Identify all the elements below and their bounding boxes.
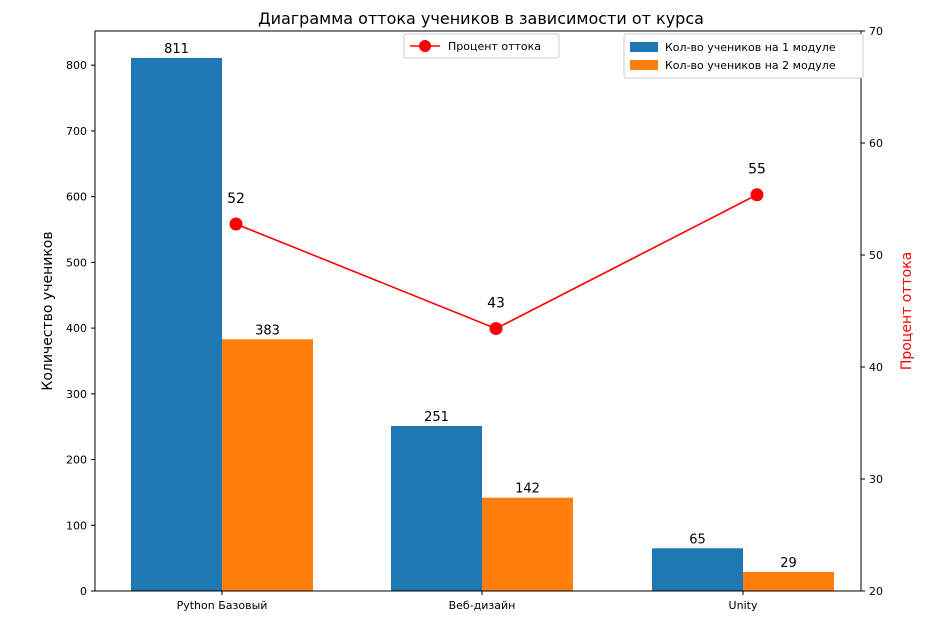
bar-series-1-1: [391, 426, 482, 591]
churn-point-0: [229, 217, 243, 231]
bar-value-label-2-2: 29: [780, 556, 797, 571]
x-tick-label-0: Python Базовый: [177, 599, 268, 612]
right-axis-ticks: 20 30 40 50 60 70: [861, 25, 883, 598]
y-axis-label: Количество учеников: [40, 231, 56, 390]
right-tick-label-4: 60: [869, 137, 883, 150]
x-axis-ticks: Python Базовый Веб-дизайн Unity: [177, 591, 758, 612]
right-tick-label-3: 50: [869, 249, 883, 262]
left-tick-label-8: 800: [66, 59, 87, 72]
legend-swatch-module-1: [630, 42, 658, 52]
left-tick-label-1: 100: [66, 519, 87, 532]
bar-value-label-1-2: 65: [689, 532, 706, 547]
churn-point-label-0: 52: [227, 191, 245, 207]
bar-series-2-0: [222, 339, 313, 591]
left-tick-label-0: 0: [80, 585, 87, 598]
right-tick-label-5: 70: [869, 25, 883, 38]
legend-line-marker: [419, 40, 431, 52]
axes-layer: [94, 30, 862, 592]
legend-label-module-2: Кол-во учеников на 2 модуле: [665, 59, 836, 72]
plot-frame: [94, 30, 862, 592]
left-tick-label-2: 200: [66, 454, 87, 467]
x-tick-label-1: Веб-дизайн: [449, 599, 516, 612]
legend-bars-frame: [623, 33, 864, 79]
left-tick-label-7: 700: [66, 125, 87, 138]
left-tick-label-6: 600: [66, 191, 87, 204]
bar-series-2-2: [743, 571, 834, 591]
bar-series-2-1: [482, 497, 573, 591]
legend-line-frame: [403, 33, 560, 59]
y2-axis-label: Процент оттока: [899, 252, 915, 370]
churn-point-label-1: 43: [487, 296, 505, 312]
bar-value-label-1-1: 251: [424, 410, 449, 425]
churn-point-label-2: 55: [748, 162, 766, 178]
right-tick-label-2: 40: [869, 361, 883, 374]
bar-value-label-2-0: 383: [255, 323, 280, 338]
bar-value-label-2-1: 142: [515, 482, 540, 497]
line-layer: 52 43 55: [227, 162, 766, 336]
left-tick-label-3: 300: [66, 388, 87, 401]
legend-bars: Кол-во учеников на 1 модуле Кол-во учени…: [623, 33, 864, 79]
right-tick-label-1: 30: [869, 473, 883, 486]
bar-value-label-1-0: 811: [164, 42, 189, 57]
legend-line-label: Процент оттока: [448, 40, 541, 53]
legend-swatch-module-2: [630, 60, 658, 70]
churn-point-1: [489, 322, 503, 336]
left-axis-ticks: 0 100 200 300 400 500 600 700 800: [66, 59, 95, 598]
churn-point-2: [750, 188, 764, 202]
chart-title: Диаграмма оттока учеников в зависимости …: [258, 9, 704, 28]
legend-line: Процент оттока: [403, 33, 560, 59]
bars-layer: 811 251 65 383 142 29: [131, 42, 834, 591]
right-tick-label-0: 20: [869, 585, 883, 598]
bar-series-1-2: [652, 548, 743, 591]
x-tick-label-2: Unity: [729, 599, 758, 612]
left-tick-label-5: 500: [66, 256, 87, 269]
bar-series-1-0: [131, 57, 222, 591]
legend-label-module-1: Кол-во учеников на 1 модуле: [665, 41, 836, 54]
left-tick-label-4: 400: [66, 322, 87, 335]
